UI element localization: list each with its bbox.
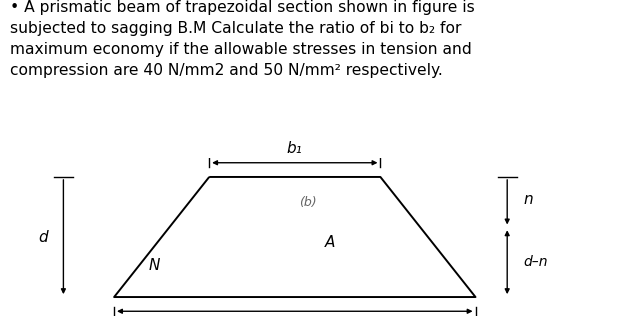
Text: A: A [325,235,335,250]
Text: • A prismatic beam of trapezoidal section shown in figure is
subjected to saggin: • A prismatic beam of trapezoidal sectio… [10,0,474,78]
Text: d: d [38,229,48,245]
Text: N: N [149,258,160,273]
Text: n: n [523,191,533,207]
Text: d–n: d–n [523,255,548,269]
Text: (b): (b) [299,196,316,209]
Text: b₁: b₁ [287,142,302,156]
